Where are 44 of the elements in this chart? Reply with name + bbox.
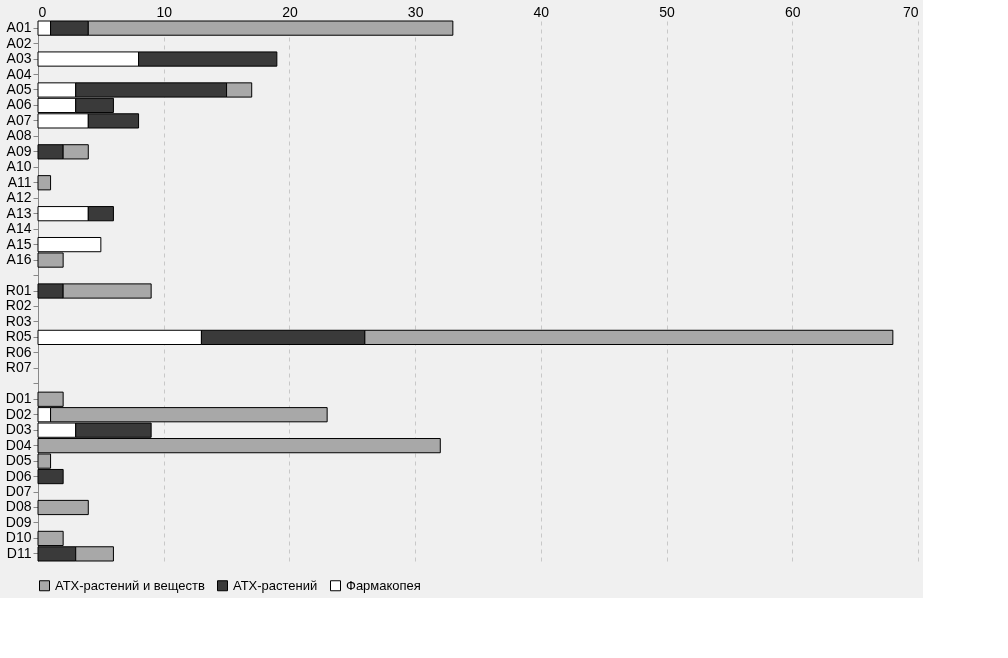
x-tick-label: 20 xyxy=(282,3,298,20)
y-tick-label: R02 xyxy=(5,297,32,314)
y-tick-label: A09 xyxy=(6,142,32,159)
y-tick-label: D02 xyxy=(5,405,32,422)
y-tick-label: R06 xyxy=(5,343,32,360)
y-tick-label: A04 xyxy=(6,65,32,82)
legend-label: АТХ-растений xyxy=(233,577,318,593)
y-tick-label: A10 xyxy=(6,158,32,175)
y-tick-label: R07 xyxy=(5,359,32,376)
x-tick-label: 0 xyxy=(38,3,47,20)
y-tick-label: D08 xyxy=(5,498,32,515)
y-tick-label: D05 xyxy=(5,452,32,469)
y-tick-label: R01 xyxy=(5,282,32,298)
y-tick-label: A02 xyxy=(6,34,32,51)
y-tick-label: A07 xyxy=(6,111,32,128)
y-tick-label: D03 xyxy=(5,421,32,438)
y-tick-label: R05 xyxy=(5,328,32,345)
y-tick-label: D01 xyxy=(5,390,32,407)
y-tick-label: A14 xyxy=(6,220,32,237)
x-tick-label: 50 xyxy=(659,3,676,20)
y-tick-label: A13 xyxy=(6,204,32,221)
y-tick-label: D11 xyxy=(6,544,32,561)
y-tick-label: A15 xyxy=(6,235,32,252)
y-tick-label: R03 xyxy=(5,312,32,329)
y-tick-label: D06 xyxy=(5,467,32,484)
y-tick-label: A12 xyxy=(6,189,32,206)
legend-label: Фармакопея xyxy=(346,577,421,593)
y-tick-label: A16 xyxy=(6,251,32,268)
x-tick-label: 40 xyxy=(533,3,550,20)
y-tick-label: D10 xyxy=(5,529,32,546)
y-tick-label: A03 xyxy=(6,50,32,67)
y-tick-label: D04 xyxy=(5,436,32,453)
y-tick-label: A08 xyxy=(6,127,32,144)
legend-label: АТХ-растений и веществ xyxy=(55,577,206,593)
x-tick-label: 60 xyxy=(785,3,801,20)
y-tick-label: A06 xyxy=(6,96,32,113)
y-tick-label: D09 xyxy=(5,513,32,530)
y-tick-label: A05 xyxy=(6,80,32,97)
x-tick-label: 70 xyxy=(902,3,919,20)
x-tick-label: 30 xyxy=(407,3,424,20)
y-tick-label: A11 xyxy=(7,173,32,190)
x-tick-label: 10 xyxy=(156,3,173,20)
y-tick-label: A01 xyxy=(6,19,32,36)
y-tick-label: D07 xyxy=(5,483,32,500)
